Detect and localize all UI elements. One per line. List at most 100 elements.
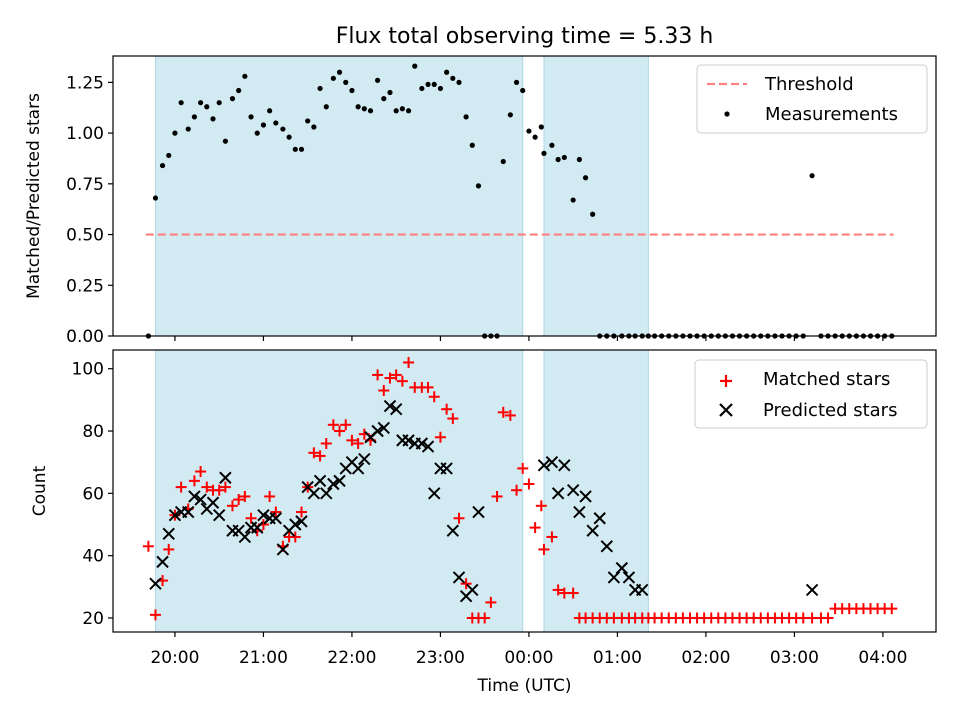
measurement-point — [513, 79, 520, 85]
measurement-point — [809, 173, 815, 179]
predicted-star-point — [333, 474, 346, 488]
measurement-point — [405, 108, 412, 114]
predicted-star-point — [188, 490, 201, 503]
top-y-tick-label: 0.75 — [66, 175, 104, 195]
measurement-point — [191, 114, 198, 120]
measurement-point — [242, 73, 248, 79]
matched-star-point — [485, 596, 497, 608]
matched-star-point — [428, 391, 440, 403]
matched-star-point — [175, 481, 187, 493]
predicted-star-point — [219, 471, 232, 484]
matched-star-point — [567, 587, 579, 599]
top-axes-frame — [112, 55, 937, 337]
measurement-point — [166, 152, 172, 159]
predicted-star-point — [622, 571, 636, 584]
measurement-point — [236, 87, 242, 94]
x-tick-label: 03:00 — [770, 648, 819, 668]
predicted-star-point — [558, 459, 571, 472]
measurement-point — [254, 130, 260, 136]
measurement-point — [555, 156, 561, 163]
predicted-star-point — [402, 434, 415, 447]
bottom-y-ticks: 20 40 60 80 100 — [72, 360, 113, 629]
measurement-point — [500, 158, 506, 165]
measurement-point — [349, 87, 355, 94]
measurement-point — [229, 96, 236, 102]
predicted-star-point — [251, 521, 264, 534]
bottom-axes-frame — [112, 349, 937, 633]
measurement-point — [419, 85, 425, 92]
matched-star-point — [447, 413, 459, 425]
predicted-star-point — [194, 493, 207, 506]
predicted-star-point — [377, 421, 391, 435]
legend-matched-label: Matched stars — [763, 369, 890, 390]
matched-star-point — [213, 484, 225, 496]
bottom-matched-points — [142, 356, 898, 624]
measurement-point — [222, 138, 228, 144]
matched-star-point — [372, 369, 384, 381]
predicted-star-point — [537, 459, 551, 472]
matched-star-point — [529, 522, 541, 534]
measurement-point — [456, 79, 462, 85]
predicted-star-point — [257, 508, 270, 522]
measurement-point — [469, 142, 475, 148]
predicted-star-point — [313, 474, 327, 488]
legend-measurements-swatch — [724, 111, 730, 117]
x-tick-label: 04:00 — [858, 648, 907, 668]
top-legend: Threshold Measurements — [696, 64, 928, 134]
bottom-y-tick-label: 80 — [82, 422, 104, 442]
predicted-star-point — [615, 561, 629, 575]
measurement-point — [280, 126, 286, 132]
matched-star-point — [822, 612, 834, 624]
predicted-star-point — [320, 487, 333, 500]
matched-star-point — [378, 385, 390, 397]
matched-star-point — [453, 512, 465, 524]
predicted-star-point — [635, 583, 649, 597]
predicted-star-point — [421, 440, 435, 453]
predicted-star-point — [307, 487, 321, 500]
x-tick-label: 20:00 — [150, 648, 199, 668]
x-tick-label: 02:00 — [681, 648, 730, 668]
matched-star-point — [491, 490, 503, 502]
measurement-point — [412, 63, 418, 69]
predicted-star-point — [149, 577, 162, 590]
legend-predicted-label: Predicted stars — [763, 400, 897, 421]
matched-star-point — [479, 612, 491, 624]
predicted-star-point — [358, 452, 371, 466]
bottom-y-axis-label: Count — [30, 465, 50, 516]
matched-star-point — [314, 450, 326, 462]
measurement-point — [286, 134, 292, 140]
matched-star-point — [396, 375, 408, 387]
matched-star-point — [188, 475, 200, 487]
measurement-point — [387, 89, 393, 96]
measurement-point — [172, 130, 178, 136]
matched-star-point — [327, 419, 339, 431]
legend-predicted-swatch — [719, 403, 733, 417]
predicted-star-point — [551, 487, 565, 500]
matched-star-point — [320, 437, 332, 449]
matched-star-point — [517, 462, 529, 474]
measurement-point — [541, 150, 547, 156]
measurement-point — [311, 124, 317, 130]
measurement-point — [561, 154, 567, 161]
x-tick-label: 23:00 — [416, 648, 465, 668]
legend-threshold-label: Threshold — [764, 74, 854, 95]
matched-star-point — [226, 500, 238, 512]
measurement-point — [549, 142, 555, 148]
matched-star-point — [270, 506, 282, 518]
top-y-axis-label: Matched/Predicted stars — [24, 93, 44, 299]
matched-star-point — [142, 540, 154, 552]
measurement-point — [475, 183, 482, 189]
matched-star-point — [163, 543, 175, 555]
top-y-ticks: 0.00 0.25 0.50 0.75 1.00 1.25 — [66, 73, 113, 347]
matched-star-point — [245, 512, 257, 524]
measurement-point — [582, 175, 589, 181]
matched-star-point — [384, 372, 396, 384]
matched-star-point — [886, 603, 898, 615]
measurement-point — [305, 118, 311, 124]
matched-star-point — [538, 543, 550, 555]
matched-star-point — [239, 490, 251, 502]
matched-star-point — [441, 403, 453, 415]
matched-star-point — [552, 584, 564, 596]
bottom-y-tick-label: 20 — [82, 609, 104, 629]
